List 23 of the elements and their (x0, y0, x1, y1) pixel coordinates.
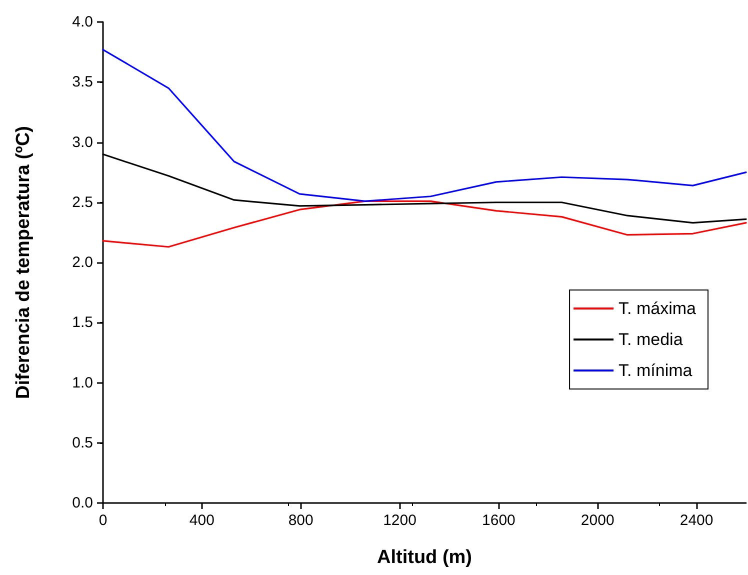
y-axis-title: Diferencia de temperatura (ºC) (13, 126, 34, 400)
y-tick-label: 2.0 (72, 254, 93, 271)
y-tick-label: 0.0 (72, 494, 93, 512)
x-tick-label: 1600 (482, 512, 516, 529)
y-tick-label: 1.0 (72, 374, 93, 392)
line-series (102, 200, 747, 248)
legend-label: T. mínima (618, 361, 693, 380)
legend-label: T. máxima (618, 299, 697, 318)
y-tick-label: 0.5 (72, 434, 93, 452)
x-tick-label: 1200 (383, 512, 416, 529)
x-tick-label: 400 (189, 512, 214, 529)
y-tick-label: 2.5 (72, 194, 93, 211)
y-tick-label: 4.0 (72, 14, 93, 30)
y-tick-label: 3.0 (72, 134, 93, 151)
line-series (102, 48, 747, 202)
y-tick-label: 1.5 (72, 314, 93, 332)
x-tick-label: 2000 (580, 512, 614, 529)
x-axis-title: Altitud (m) (377, 547, 472, 568)
x-tick-label: 0 (98, 512, 108, 529)
legend-label: T. media (618, 330, 684, 349)
x-tick-label: 800 (288, 512, 314, 529)
x-tick-label: 2400 (680, 512, 714, 529)
y-tick-label: 3.5 (72, 74, 93, 91)
